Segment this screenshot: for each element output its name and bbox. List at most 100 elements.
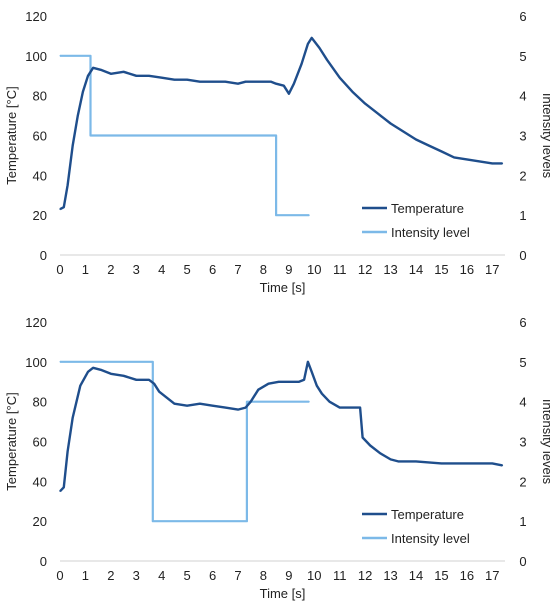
top-temperature-point <box>199 81 201 83</box>
bottom-y2-axis-title: Intensity levels <box>540 399 550 485</box>
top-temperature-point <box>440 150 442 152</box>
bottom-x-tick-label: 3 <box>133 568 140 583</box>
top-x-tick-label: 15 <box>434 262 448 277</box>
bottom-x-tick-label: 5 <box>184 568 191 583</box>
top-temperature-point <box>326 59 328 61</box>
bottom-temperature-point <box>491 462 493 464</box>
top-y-tick-label: 100 <box>25 49 47 64</box>
bottom-x-tick-label: 7 <box>234 568 241 583</box>
bottom-x-axis-title: Time [s] <box>260 586 306 601</box>
top-temperature-point <box>252 81 254 83</box>
top-temperature-point <box>339 77 341 79</box>
top-intensity-series <box>59 54 310 217</box>
bottom-temperature-point <box>501 464 504 466</box>
top-temperature-point <box>245 81 247 83</box>
top-temperature-point <box>311 37 313 39</box>
top-temperature-point <box>59 208 61 210</box>
bottom-temperature-point <box>311 371 313 373</box>
top-y2-tick-label: 1 <box>519 208 526 223</box>
bottom-y-axis-title: Temperature [°C] <box>4 392 19 490</box>
top-y2-tick-label: 3 <box>519 129 526 144</box>
bottom-x-tick-label: 16 <box>460 568 474 583</box>
bottom-temperature-point <box>257 389 259 391</box>
top-x-tick-label: 10 <box>307 262 321 277</box>
top-temperature-point <box>100 69 102 71</box>
bottom-temperature-point <box>298 381 300 383</box>
top-temperature-point <box>364 103 366 105</box>
bottom-temperature-point <box>288 381 290 383</box>
top-temperature-series <box>59 36 504 211</box>
bottom-temperature-point <box>63 486 65 488</box>
bottom-legend: Temperature Intensity level <box>362 507 470 546</box>
top-temperature-point <box>82 91 84 93</box>
bottom-x-tick-label: 2 <box>107 568 114 583</box>
bottom-temperature-point <box>321 393 323 395</box>
top-y-tick-label: 40 <box>33 168 47 183</box>
top-temperature-point <box>415 138 417 141</box>
bottom-y2-tick-label: 5 <box>519 355 526 370</box>
top-temperature-point <box>301 63 303 65</box>
bottom-x-tick-label: 9 <box>285 568 292 583</box>
top-x-tick-label: 3 <box>133 262 140 277</box>
bottom-temperature-point <box>250 401 252 403</box>
bottom-intensity-point <box>308 401 310 403</box>
bottom-temperature-point <box>148 379 150 381</box>
top-intensity-point <box>59 55 61 57</box>
top-temperature-point <box>123 71 125 73</box>
bottom-x-tick-label: 15 <box>434 568 448 583</box>
bottom-y-tick-label: 120 <box>25 315 47 330</box>
top-intensity-point <box>89 55 92 57</box>
top-temperature-point <box>293 83 295 85</box>
bottom-intensity-point <box>246 520 248 522</box>
top-temperature-point <box>479 160 481 162</box>
bottom-y2-tick-label: 3 <box>519 435 526 450</box>
top-x-tick-label: 14 <box>409 262 423 277</box>
top-intensity-line <box>60 54 310 217</box>
top-temperature-point <box>224 81 226 83</box>
top-legend-temperature-label: Temperature <box>391 201 464 216</box>
bottom-x-tick-label: 13 <box>383 568 397 583</box>
bottom-y-tick-label: 0 <box>40 554 47 569</box>
top-x-tick-label: 12 <box>358 262 372 277</box>
bottom-temperature-point <box>158 391 160 393</box>
chart-top: 0 1 2 3 4 5 6 7 8 9 10 11 12 13 14 15 16 1702040608010012… <box>4 9 550 295</box>
top-temperature-point <box>491 162 493 164</box>
top-temperature-point <box>283 85 285 87</box>
top-temperature-point <box>67 184 69 186</box>
top-temperature-point <box>135 75 137 77</box>
top-temperature-point <box>237 83 239 85</box>
top-temperature-point <box>390 122 392 125</box>
top-x-tick-label: 13 <box>383 262 397 277</box>
top-y-tick-label: 80 <box>33 89 47 104</box>
top-temperature-point <box>466 158 468 160</box>
top-temperature-point <box>63 206 65 208</box>
bottom-temperature-point <box>440 462 442 464</box>
bottom-temperature-point <box>390 458 392 460</box>
top-temperature-point <box>173 79 175 81</box>
top-temperature-point <box>77 115 79 117</box>
bottom-temperature-point <box>199 403 201 405</box>
bottom-x-tick-label: 10 <box>307 568 321 583</box>
top-y2-tick-label: 5 <box>519 49 526 64</box>
top-y-axis-title: Temperature [°C] <box>4 86 19 184</box>
bottom-y-tick-label: 60 <box>33 435 47 450</box>
top-y2-tick-label: 2 <box>519 168 526 183</box>
bottom-x-tick-label: 4 <box>158 568 165 583</box>
top-temperature-point <box>453 156 455 158</box>
top-x-tick-label: 17 <box>485 262 499 277</box>
bottom-x-tick-label: 8 <box>260 568 267 583</box>
top-x-axis-title: Time [s] <box>260 280 306 295</box>
bottom-x-tick-label: 12 <box>358 568 372 583</box>
bottom-temperature-point <box>362 436 364 439</box>
top-legend: Temperature Intensity level <box>362 201 470 240</box>
top-y-tick-label: 20 <box>33 208 47 223</box>
bottom-intensity-point <box>246 401 248 403</box>
bottom-temperature-point <box>267 383 270 385</box>
top-temperature-line <box>59 36 503 211</box>
bottom-temperature-point <box>328 401 331 403</box>
top-temperature-point <box>377 113 379 115</box>
top-intensity-point <box>89 134 92 137</box>
bottom-temperature-series <box>59 360 504 493</box>
top-x-tick-label: 16 <box>460 262 474 277</box>
